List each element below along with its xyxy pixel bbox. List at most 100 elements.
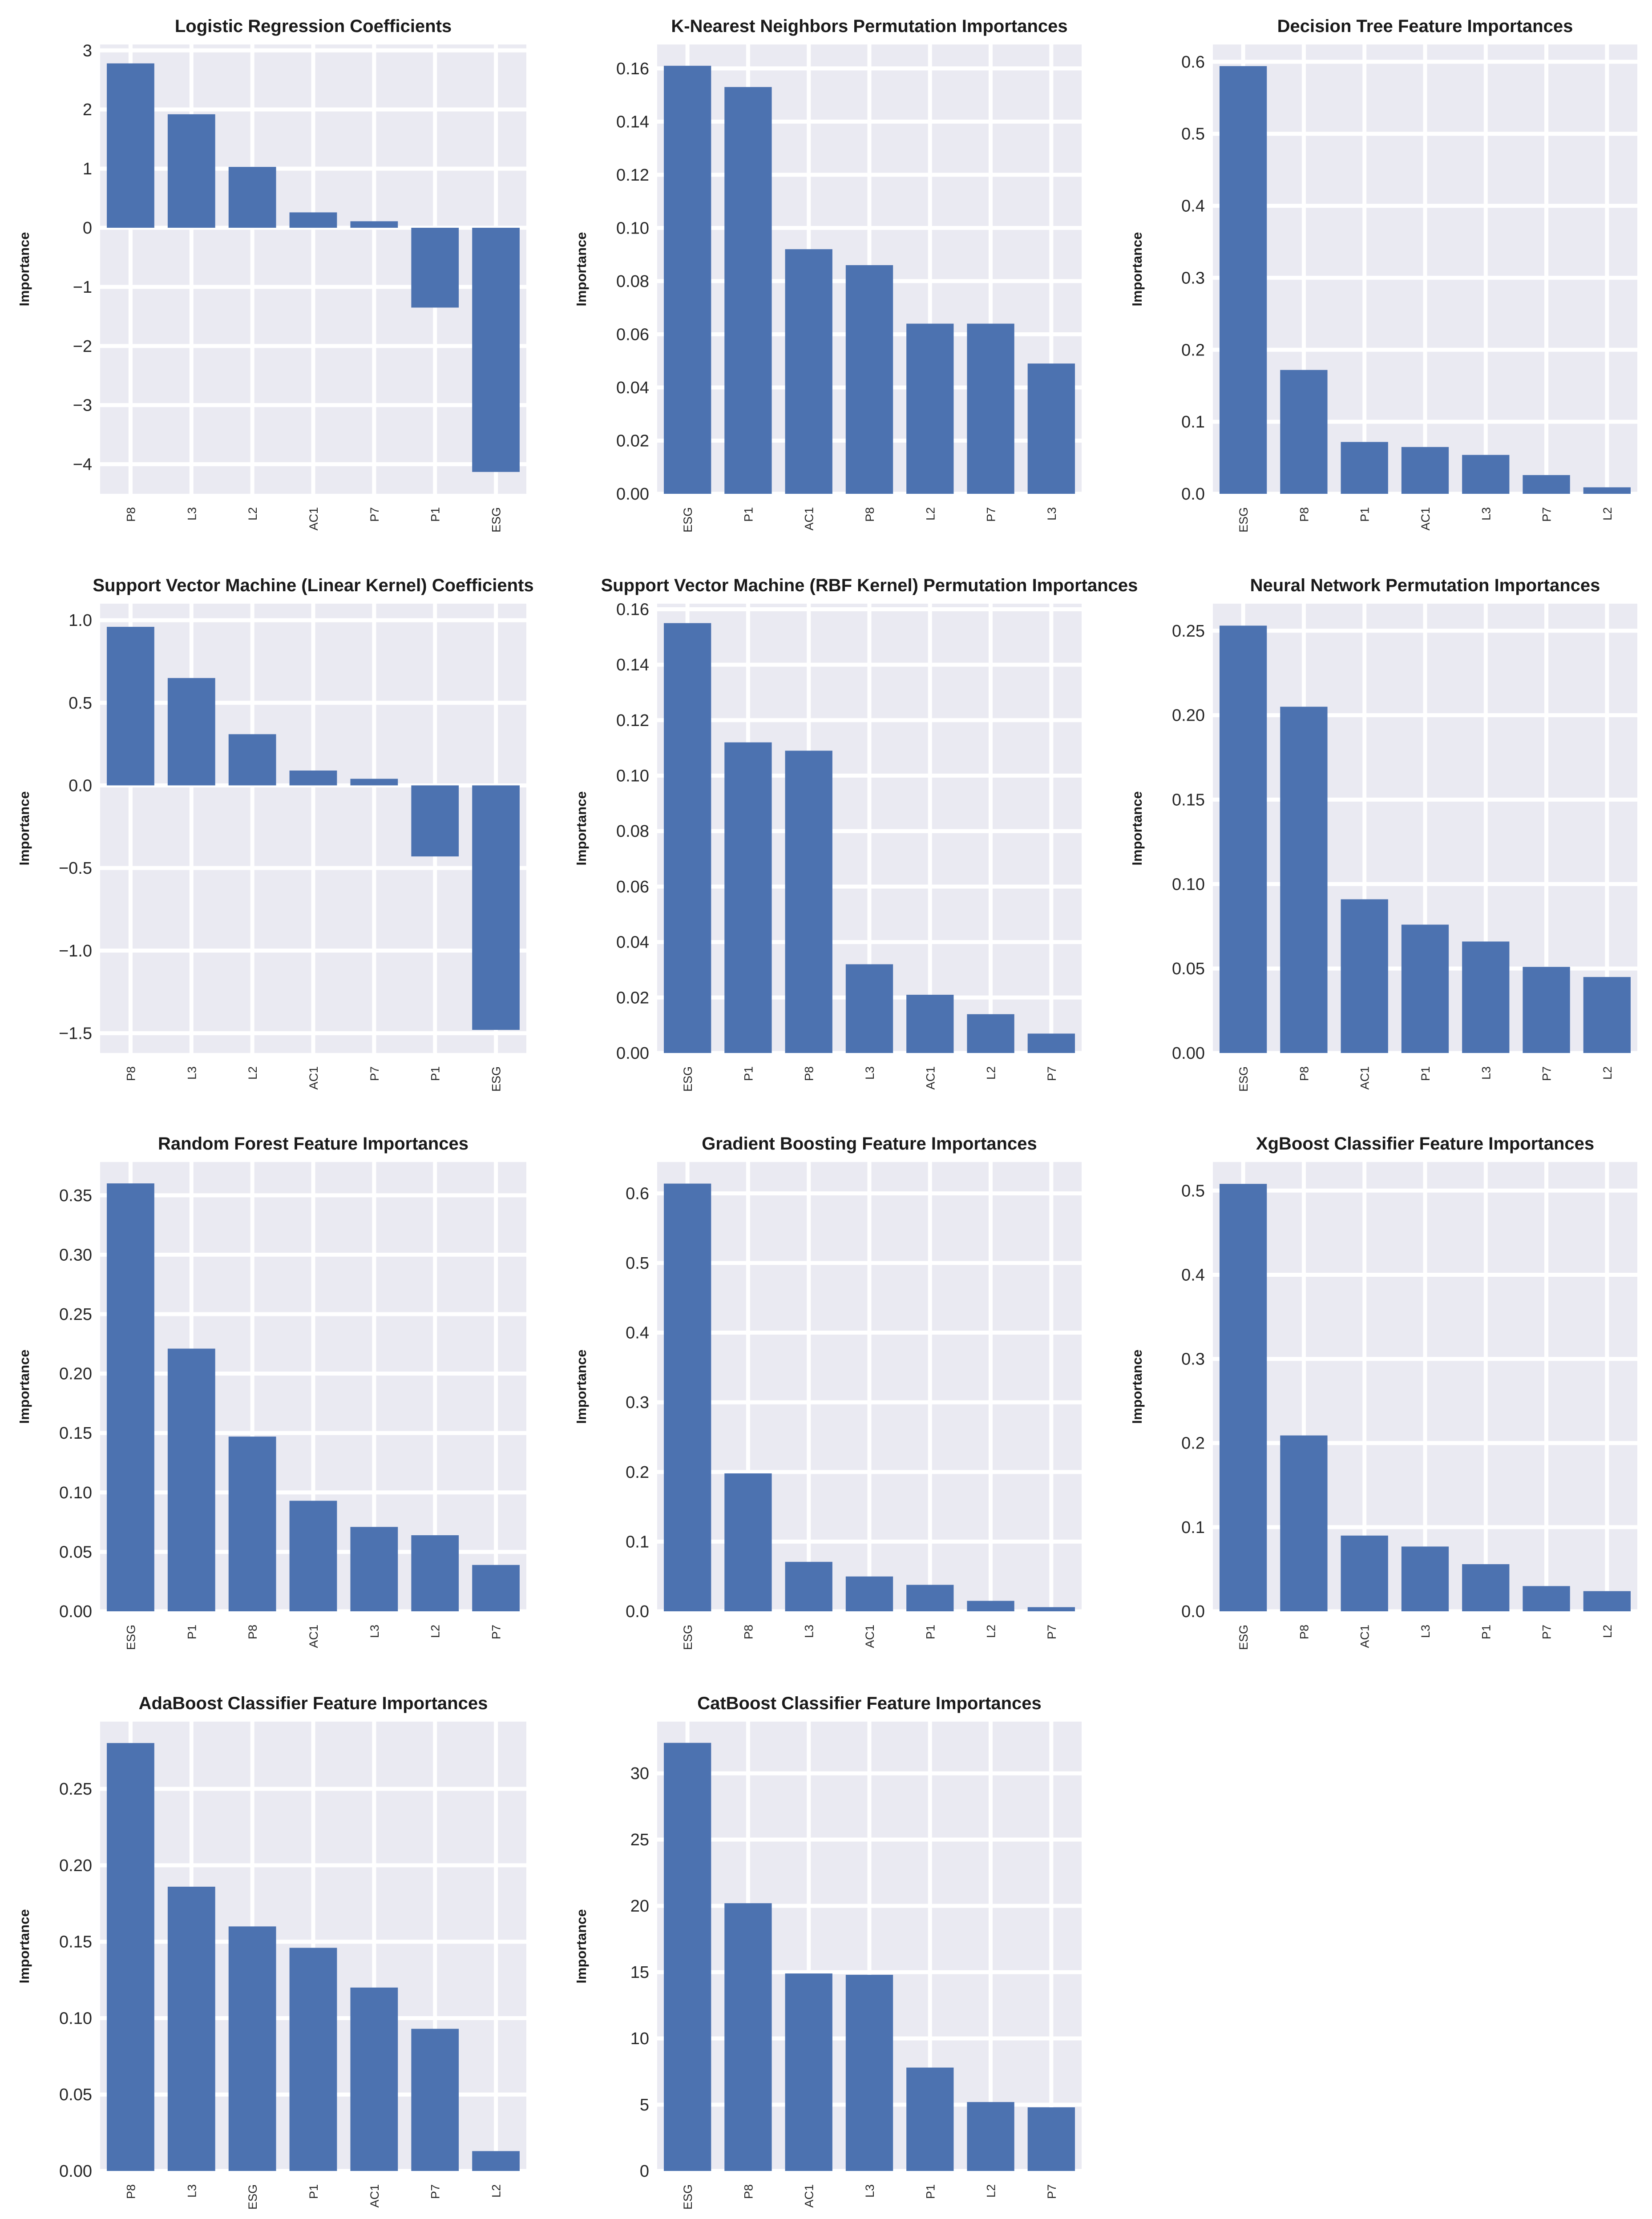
y-axis-label: Importance bbox=[16, 791, 32, 865]
y-tick-label: 0.3 bbox=[626, 1393, 649, 1412]
x-tick-label-p7: P7 bbox=[368, 1066, 381, 1081]
x-tick-label-l2: L2 bbox=[985, 2184, 998, 2198]
x-tick-label-p8: P8 bbox=[246, 1625, 259, 1639]
x-tick-label-p1: P1 bbox=[742, 1066, 755, 1081]
x-tick-label-esg: ESG bbox=[490, 1066, 503, 1092]
y-tick-label: 0.2 bbox=[1181, 341, 1205, 359]
bar-p7 bbox=[350, 779, 398, 786]
panel-adaboost-classifier-feature-importances: 0.00 0.05 0.10 0.15 0.20 0.25 P8 L3 ESG P1 AC1 P7 L2… bbox=[16, 1694, 526, 2210]
bar-p8 bbox=[724, 1473, 772, 1611]
y-tick-label: 0.2 bbox=[626, 1463, 649, 1482]
x-tick-label-p1: P1 bbox=[429, 507, 442, 522]
bar-l2 bbox=[228, 734, 276, 786]
panel-neural-network-permutation-importances: 0.00 0.05 0.10 0.15 0.20 0.25 ESG P8 AC1 P1 L3 P7 L2… bbox=[1129, 576, 1637, 1092]
x-tick-label-ac1: AC1 bbox=[1358, 1625, 1372, 1648]
x-tick-label-p7: P7 bbox=[1540, 1625, 1554, 1639]
x-tick-label-l2: L2 bbox=[490, 2184, 503, 2198]
x-tick-label-l3: L3 bbox=[803, 1625, 816, 1638]
y-axis-label: Importance bbox=[16, 1909, 32, 1983]
x-tick-label-l2: L2 bbox=[429, 1625, 442, 1638]
bar-l3 bbox=[845, 1975, 893, 2171]
x-tick-label-p7: P7 bbox=[429, 2184, 442, 2199]
panel-xgboost-classifier-feature-importances: 0.0 0.1 0.2 0.3 0.4 0.5 ESG P8 AC1 L3 P1 P7 L2 XgBoos… bbox=[1129, 1134, 1637, 1650]
y-tick-label: 0.30 bbox=[59, 1246, 92, 1264]
bar-l3 bbox=[1401, 1546, 1449, 1611]
x-tick-label-l3: L3 bbox=[185, 1066, 198, 1080]
bar-p7 bbox=[472, 1565, 520, 1611]
x-tick-label-p8: P8 bbox=[803, 1066, 816, 1081]
x-tick-label-p8: P8 bbox=[1297, 507, 1311, 522]
y-tick-label: 0.08 bbox=[616, 272, 649, 291]
y-tick-label: 0.10 bbox=[616, 767, 649, 786]
y-tick-label: 0.00 bbox=[59, 1602, 92, 1621]
y-tick-label: 0.08 bbox=[616, 822, 649, 841]
y-axis-label: Importance bbox=[1129, 791, 1145, 865]
x-tick-label-esg: ESG bbox=[681, 1625, 695, 1650]
x-tick-label-esg: ESG bbox=[1237, 507, 1250, 533]
bar-p8 bbox=[1280, 706, 1328, 1053]
y-tick-label: 0.05 bbox=[59, 2086, 92, 2104]
bar-ac1 bbox=[1341, 899, 1388, 1053]
y-tick-label: 0 bbox=[83, 219, 92, 238]
bar-esg bbox=[663, 1183, 711, 1611]
bar-p8 bbox=[1280, 370, 1328, 494]
y-tick-label: 0.35 bbox=[59, 1186, 92, 1205]
y-tick-label: −1 bbox=[73, 278, 92, 297]
bar-p7 bbox=[1523, 475, 1570, 494]
bar-esg bbox=[663, 623, 711, 1053]
y-tick-label: 3 bbox=[83, 41, 92, 60]
x-tick-label-p1: P1 bbox=[1479, 1625, 1493, 1639]
y-tick-label: 0.0 bbox=[1181, 1602, 1205, 1621]
y-tick-label: −4 bbox=[73, 456, 92, 474]
x-tick-label-p8: P8 bbox=[124, 1066, 137, 1081]
bar-p7 bbox=[967, 323, 1014, 494]
y-tick-label: 2 bbox=[83, 101, 92, 119]
panel-title: Gradient Boosting Feature Importances bbox=[702, 1134, 1037, 1154]
panel-k-nearest-neighbors-permutation-importances: 0.00 0.02 0.04 0.06 0.08 0.10 0.12 0.14 0.16 ESG P… bbox=[574, 16, 1082, 533]
y-tick-label: 0.00 bbox=[1172, 1044, 1205, 1063]
bar-l2 bbox=[1583, 1591, 1631, 1611]
y-tick-label: 10 bbox=[630, 2029, 649, 2048]
y-axis-label: Importance bbox=[574, 232, 589, 306]
bar-l3 bbox=[1027, 363, 1075, 494]
x-tick-label-ac1: AC1 bbox=[803, 2184, 816, 2208]
y-tick-label: 0.3 bbox=[1181, 1350, 1205, 1369]
y-axis-label: Importance bbox=[1129, 1349, 1145, 1424]
bar-l3 bbox=[167, 678, 215, 786]
panel-support-vector-machine-rbf-kernel-permutation-importances: 0.00 0.02 0.04 0.06 0.08 0.10 0.12 0.14 0.16 ESG P… bbox=[574, 576, 1138, 1092]
bar-p7 bbox=[1027, 2107, 1075, 2171]
y-tick-label: 0.10 bbox=[616, 219, 649, 238]
y-tick-label: 0.16 bbox=[616, 60, 649, 78]
bar-p1 bbox=[724, 742, 772, 1053]
x-tick-label-p1: P1 bbox=[1358, 507, 1372, 522]
panel-title: Neural Network Permutation Importances bbox=[1250, 576, 1600, 595]
bar-l2 bbox=[1583, 977, 1631, 1053]
x-tick-label-l3: L3 bbox=[185, 507, 198, 520]
y-tick-label: 0.5 bbox=[626, 1254, 649, 1273]
bar-l2 bbox=[967, 2102, 1014, 2171]
y-tick-label: 0.00 bbox=[616, 1044, 649, 1063]
x-tick-label-p7: P7 bbox=[368, 507, 381, 522]
bar-esg bbox=[1219, 1184, 1267, 1611]
bar-p7 bbox=[411, 2029, 459, 2171]
x-tick-label-p7: P7 bbox=[1045, 1066, 1058, 1081]
x-tick-label-p1: P1 bbox=[742, 507, 755, 522]
bar-p8 bbox=[228, 1436, 276, 1611]
y-tick-label: −1.5 bbox=[59, 1024, 92, 1043]
bar-p7 bbox=[1523, 967, 1570, 1053]
x-tick-label-p7: P7 bbox=[985, 507, 998, 522]
y-tick-label: 0.14 bbox=[616, 113, 649, 131]
x-tick-label-p8: P8 bbox=[124, 507, 137, 522]
bar-p1 bbox=[1462, 1564, 1510, 1611]
y-tick-label: 0.02 bbox=[616, 988, 649, 1007]
x-tick-label-l3: L3 bbox=[1479, 1066, 1493, 1080]
x-tick-label-p7: P7 bbox=[1045, 2184, 1058, 2199]
y-tick-label: 0 bbox=[640, 2162, 649, 2181]
x-tick-label-l2: L2 bbox=[1601, 507, 1614, 520]
bar-p8 bbox=[1280, 1435, 1328, 1611]
y-axis-label: Importance bbox=[574, 1909, 589, 1983]
panel-support-vector-machine-linear-kernel-coefficients: 1.0 0.5 0.0 −0.5 −1.0 −1.5 P8 L3 L2 AC1 P7 P1 ESG Sup… bbox=[16, 576, 534, 1092]
x-tick-label-ac1: AC1 bbox=[1358, 1066, 1372, 1090]
y-tick-label: 0.5 bbox=[1181, 125, 1205, 144]
